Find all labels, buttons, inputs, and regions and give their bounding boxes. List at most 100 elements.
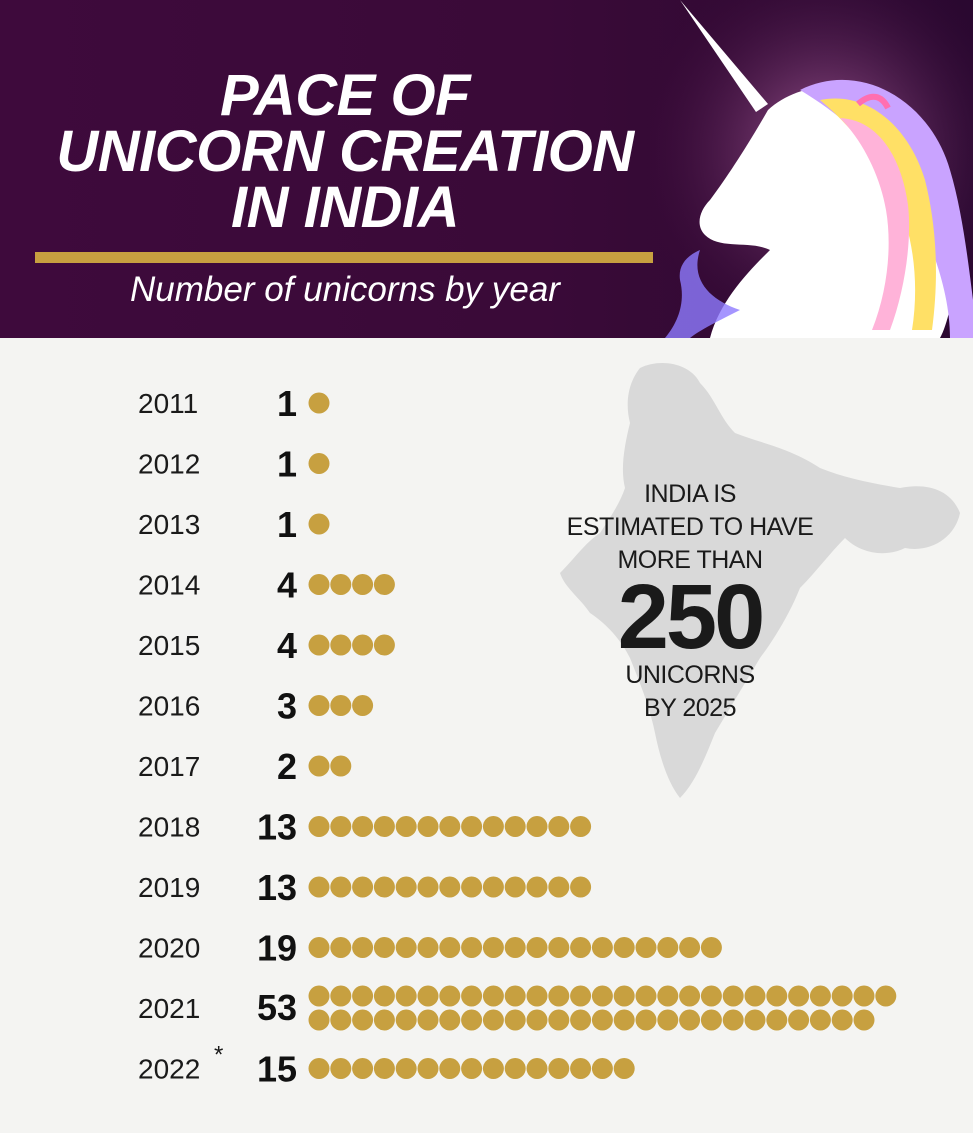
unicorn-dot xyxy=(504,1009,526,1031)
unicorn-dot xyxy=(504,937,526,958)
unicorn-dot xyxy=(504,1058,526,1079)
unicorn-dot xyxy=(308,392,330,414)
category-label: 2013 xyxy=(138,509,200,540)
unicorn-dot xyxy=(439,985,461,1007)
unicorn-dot xyxy=(548,1058,570,1079)
unicorn-dot xyxy=(439,876,461,898)
footnote-marker: * xyxy=(214,1042,223,1069)
value-label: 1 xyxy=(277,383,297,424)
forecast-callout: INDIA IS ESTIMATED TO HAVE MORE THAN 250… xyxy=(530,478,850,725)
unicorn-dot xyxy=(526,816,548,837)
unicorn-dot xyxy=(417,985,439,1007)
unicorn-dot xyxy=(591,937,613,958)
chart-row: 2011 1 xyxy=(138,383,330,424)
chart-row: 2016 3 xyxy=(138,686,374,727)
header-banner: PACE OF UNICORN CREATION IN INDIA Number… xyxy=(0,0,973,338)
unicorn-dot xyxy=(570,937,592,958)
callout-line-2: ESTIMATED TO HAVE xyxy=(566,513,814,541)
unicorn-dot xyxy=(461,1009,483,1031)
unicorn-dot xyxy=(613,1009,635,1031)
unicorn-dot xyxy=(330,574,352,595)
callout-big-number: 250 xyxy=(617,566,766,668)
unicorn-dot xyxy=(461,937,483,958)
unicorn-dot xyxy=(570,1009,592,1031)
india-map-silhouette xyxy=(560,363,960,798)
unicorn-dot xyxy=(330,876,352,898)
unicorn-dot xyxy=(352,937,374,958)
value-label: 2 xyxy=(277,746,297,787)
unicorn-dot xyxy=(526,876,548,898)
unicorn-dot xyxy=(330,695,352,716)
category-label: 2011 xyxy=(138,388,198,419)
value-label: 15 xyxy=(257,1049,297,1090)
unicorn-dot xyxy=(679,937,701,958)
unicorn-dot xyxy=(308,453,330,474)
callout-line-1: INDIA IS xyxy=(644,480,736,508)
chart-row: 2019 13 xyxy=(138,867,592,908)
unicorn-dot xyxy=(482,816,504,837)
unicorn-dot xyxy=(635,937,657,958)
unicorn-dot xyxy=(395,1058,417,1079)
unicorn-dot xyxy=(679,1009,701,1031)
unicorn-dot xyxy=(308,513,330,535)
unicorn-dot xyxy=(330,937,352,958)
unicorn-dot xyxy=(352,574,374,595)
unicorn-dot xyxy=(330,634,352,656)
chart-row: 2018 13 xyxy=(138,807,592,848)
unicorn-dot xyxy=(352,695,374,716)
unicorn-dot xyxy=(417,1009,439,1031)
unicorn-dot xyxy=(482,1009,504,1031)
value-label: 1 xyxy=(277,444,297,485)
unicorn-dot xyxy=(373,574,395,595)
unicorn-dot xyxy=(352,816,374,837)
unicorn-dot xyxy=(570,816,592,837)
unicorn-dot xyxy=(613,937,635,958)
unicorn-dot xyxy=(526,937,548,958)
unicorn-dot xyxy=(526,1009,548,1031)
unicorn-dot xyxy=(657,1009,679,1031)
unicorn-dot xyxy=(526,1058,548,1079)
unicorn-dot xyxy=(373,937,395,958)
unicorn-dot xyxy=(548,876,570,898)
title-line-2: UNICORN CREATION xyxy=(56,119,634,184)
unicorn-dot xyxy=(570,1058,592,1079)
unicorn-dot xyxy=(722,1009,744,1031)
callout-line-5: BY 2025 xyxy=(644,694,736,722)
title-divider xyxy=(35,252,653,263)
unicorn-dot xyxy=(395,816,417,837)
unicorn-dot xyxy=(744,1009,766,1031)
unicorn-dot xyxy=(373,876,395,898)
category-label: 2020 xyxy=(138,933,200,964)
unicorn-dot xyxy=(635,985,657,1007)
unicorn-dot xyxy=(461,1058,483,1079)
category-label: 2015 xyxy=(138,630,200,661)
unicorn-dot xyxy=(613,1058,635,1079)
chart-row: 2013 1 xyxy=(138,504,330,545)
unicorn-dot xyxy=(700,1009,722,1031)
unicorn-dot xyxy=(417,1058,439,1079)
category-label: 2016 xyxy=(138,691,200,722)
unicorn-dot xyxy=(461,985,483,1007)
chart-row: 2014 4 xyxy=(138,565,395,606)
unicorn-dot xyxy=(352,634,374,656)
value-label: 19 xyxy=(257,928,297,969)
unicorn-dot xyxy=(439,1009,461,1031)
unicorn-dot xyxy=(504,816,526,837)
unicorn-illustration xyxy=(650,0,973,338)
unicorn-dot xyxy=(417,937,439,958)
value-label: 13 xyxy=(257,867,297,908)
unicorn-dot xyxy=(439,816,461,837)
unicorn-dot xyxy=(548,937,570,958)
value-label: 3 xyxy=(277,686,297,727)
unicorn-dot xyxy=(700,937,722,958)
unicorn-dot xyxy=(330,1009,352,1031)
unicorn-dot xyxy=(395,985,417,1007)
unicorn-dot xyxy=(308,816,330,837)
unicorn-dot xyxy=(504,985,526,1007)
category-label: 2014 xyxy=(138,570,200,601)
chart-row: 2015 4 xyxy=(138,625,395,666)
unicorn-dot xyxy=(766,985,788,1007)
unicorn-dot xyxy=(373,634,395,656)
unicorn-dot xyxy=(330,816,352,837)
unicorn-dot xyxy=(308,755,330,777)
